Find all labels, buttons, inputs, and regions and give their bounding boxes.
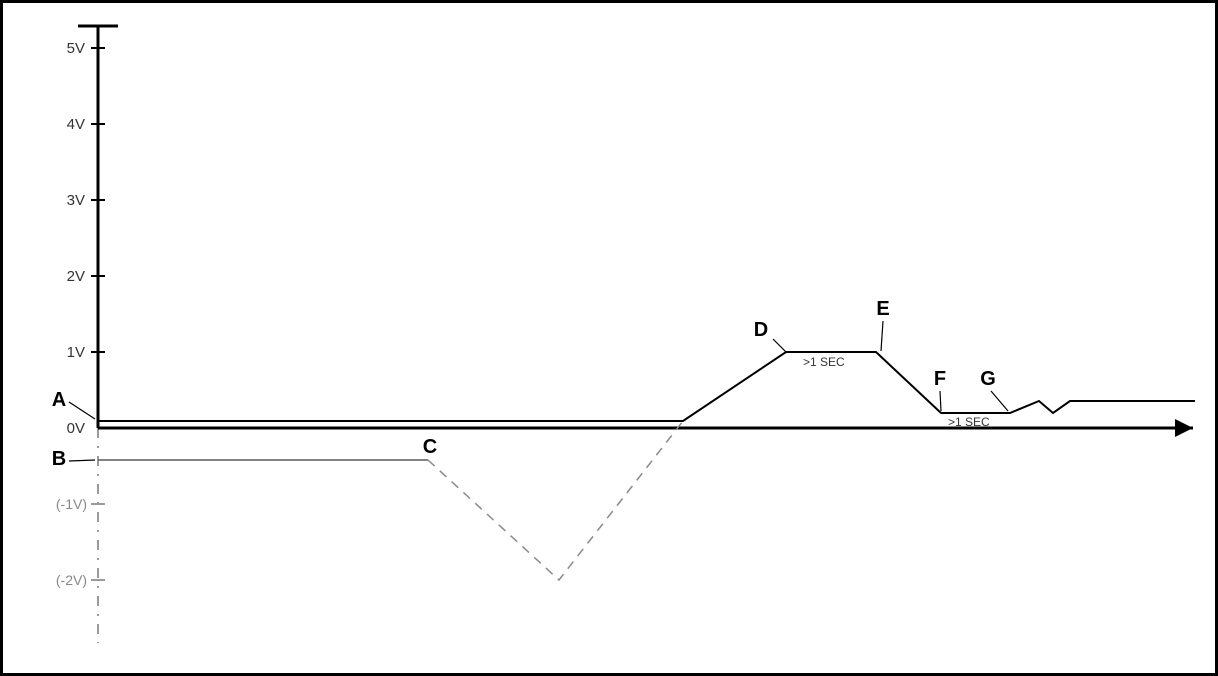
trace-dashed	[428, 421, 683, 580]
label-A: A	[52, 389, 66, 411]
ytick-0v: 0V	[67, 420, 85, 437]
ytick-neg2v: (-2V)	[56, 572, 87, 588]
x-axis-arrow	[1175, 419, 1193, 437]
label-C: C	[423, 436, 437, 458]
ytick-1v: 1V	[67, 344, 85, 361]
ytick-neg1v: (-1V)	[56, 496, 87, 512]
label-B: B	[52, 448, 66, 470]
chart-frame: 5V 4V 3V 2V 1V 0V (-1V) (-2V) A B C D E …	[0, 0, 1218, 676]
note-FG: >1 SEC	[948, 415, 990, 429]
label-G: G	[980, 368, 996, 390]
ytick-2v: 2V	[67, 268, 85, 285]
ytick-3v: 3V	[67, 192, 85, 209]
note-DE: >1 SEC	[803, 355, 845, 369]
waveform-chart: 5V 4V 3V 2V 1V 0V (-1V) (-2V) A B C D E …	[3, 3, 1215, 673]
point-labels: A B C D E F G	[52, 298, 1008, 470]
label-F: F	[934, 368, 946, 390]
label-E: E	[876, 298, 889, 320]
ytick-5v: 5V	[67, 40, 85, 57]
label-D: D	[754, 319, 768, 341]
trace-main	[98, 352, 1195, 421]
ytick-4v: 4V	[67, 116, 85, 133]
